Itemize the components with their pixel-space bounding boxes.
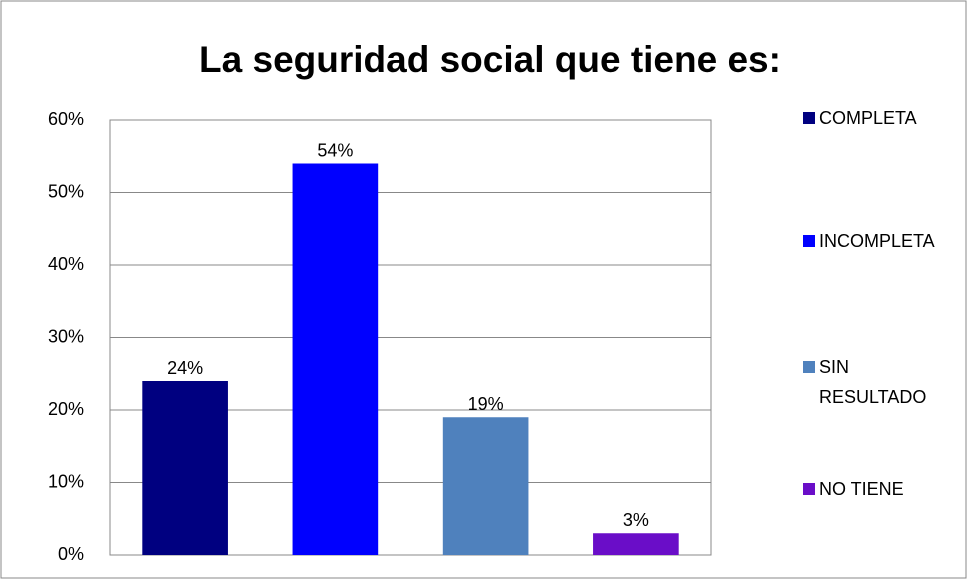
data-label: 54% <box>317 140 353 160</box>
bar <box>593 533 679 555</box>
plot-border <box>109 119 712 556</box>
y-tick-label: 10% <box>48 471 84 491</box>
chart-title: La seguridad social que tiene es: <box>199 39 781 80</box>
bar <box>442 417 529 555</box>
legend-label: INCOMPLETA <box>819 231 935 251</box>
legend-swatch <box>803 112 815 124</box>
data-label: 19% <box>468 394 504 414</box>
legend-item: SIN RESULTADO <box>803 352 928 412</box>
legend-item: INCOMPLETA <box>803 226 935 256</box>
y-tick-label: 50% <box>48 181 84 201</box>
legend-label: SIN RESULTADO <box>819 357 927 407</box>
y-tick-label: 40% <box>48 254 84 274</box>
data-label: 24% <box>167 358 203 378</box>
y-tick-label: 60% <box>48 109 84 129</box>
y-tick-label: 20% <box>48 399 84 419</box>
y-tick-label: 0% <box>58 544 84 564</box>
legend-label: NO TIENE <box>819 479 904 499</box>
data-label: 3% <box>623 510 649 530</box>
y-tick-label: 30% <box>48 326 84 346</box>
legend-item: NO TIENE <box>803 474 928 504</box>
legend-swatch <box>803 483 815 495</box>
legend-swatch <box>803 361 815 373</box>
legend-swatch <box>803 235 815 247</box>
bar <box>142 381 228 555</box>
legend-label: COMPLETA <box>819 108 917 128</box>
bar <box>292 163 379 555</box>
legend-item: COMPLETA <box>803 103 928 133</box>
